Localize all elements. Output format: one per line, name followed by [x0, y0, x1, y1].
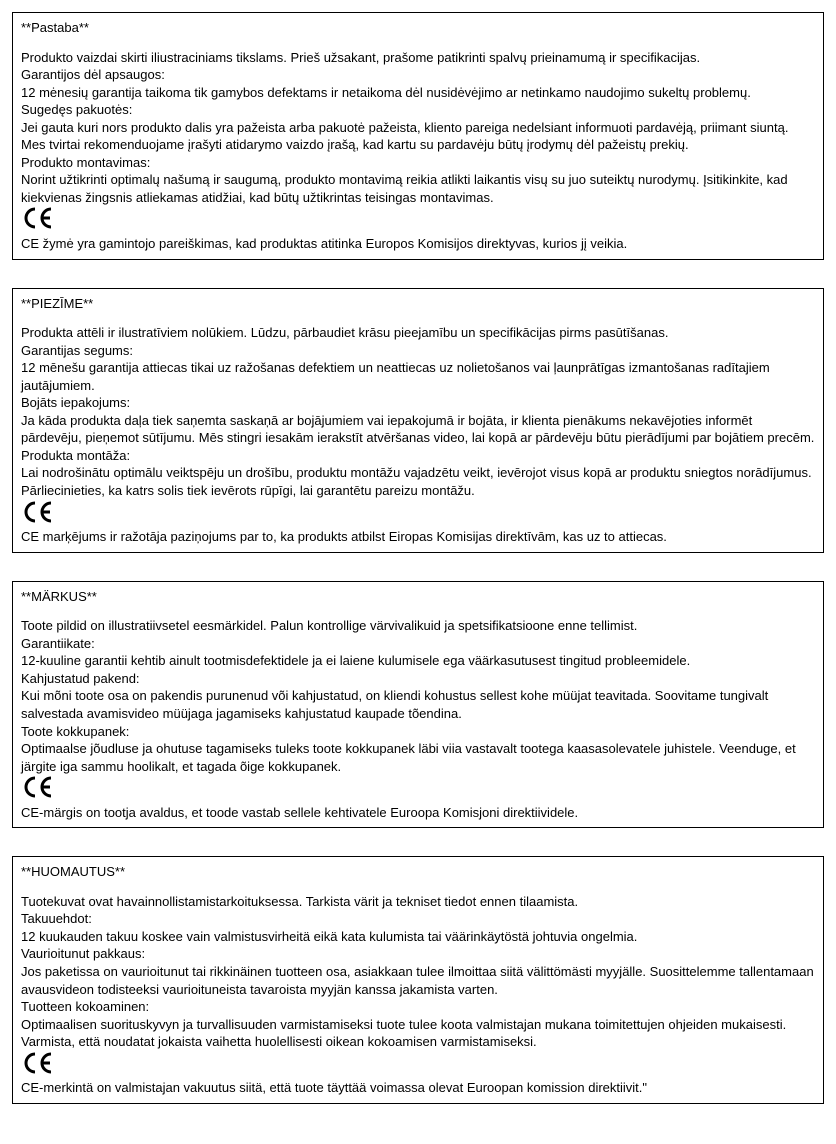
ce-block: [21, 206, 815, 235]
notice-paragraph: Norint užtikrinti optimalų našumą ir sau…: [21, 171, 815, 206]
notice-paragraph: Toote pildid on illustratiivsetel eesmär…: [21, 617, 815, 635]
notice-title: **Pastaba**: [21, 19, 815, 37]
ce-description: CE žymė yra gamintojo pareiškimas, kad p…: [21, 235, 815, 253]
notice-paragraph: Jos paketissa on vaurioitunut tai rikkin…: [21, 963, 815, 998]
ce-description: CE marķējums ir ražotāja paziņojums par …: [21, 528, 815, 546]
notice-paragraph: Jei gauta kuri nors produkto dalis yra p…: [21, 119, 815, 154]
ce-mark-icon: [21, 500, 55, 524]
notice-paragraph: Optimaalisen suorituskyvyn ja turvallisu…: [21, 1016, 815, 1051]
notice-box: **MÄRKUS** Toote pildid on illustratiivse…: [12, 581, 824, 829]
notice-paragraph: Takuuehdot:: [21, 910, 815, 928]
notice-box: **HUOMAUTUS** Tuotekuvat ovat havainnolli…: [12, 856, 824, 1104]
ce-description: CE-merkintä on valmistajan vakuutus siit…: [21, 1079, 815, 1097]
notice-paragraph: Produkta montāža:: [21, 447, 815, 465]
ce-description: CE-märgis on tootja avaldus, et toode va…: [21, 804, 815, 822]
notice-paragraph: Produkto montavimas:: [21, 154, 815, 172]
notice-paragraph: Tuotteen kokoaminen:: [21, 998, 815, 1016]
notice-paragraph: Optimaalse jõudluse ja ohutuse tagamisek…: [21, 740, 815, 775]
notice-paragraph: 12 kuukauden takuu koskee vain valmistus…: [21, 928, 815, 946]
notice-box: **Pastaba** Produkto vaizdai skirti ilius…: [12, 12, 824, 260]
ce-block: [21, 775, 815, 804]
notice-paragraph: Tuotekuvat ovat havainnollistamistarkoit…: [21, 893, 815, 911]
notice-paragraph: Lai nodrošinātu optimālu veiktspēju un d…: [21, 464, 815, 499]
notice-paragraph: Bojāts iepakojums:: [21, 394, 815, 412]
notice-paragraph: Produkto vaizdai skirti iliustraciniams …: [21, 49, 815, 67]
notice-paragraph: Toote kokkupanek:: [21, 723, 815, 741]
ce-block: [21, 500, 815, 529]
notice-paragraph: Ja kāda produkta daļa tiek saņemta saska…: [21, 412, 815, 447]
notice-box: **PIEZĪME** Produkta attēli ir ilustratīv…: [12, 288, 824, 553]
notice-paragraph: Produkta attēli ir ilustratīviem nolūkie…: [21, 324, 815, 342]
ce-mark-icon: [21, 206, 55, 230]
notice-title: **HUOMAUTUS**: [21, 863, 815, 881]
notice-paragraph: Garantijas segums:: [21, 342, 815, 360]
notice-paragraph: Garantijos dėl apsaugos:: [21, 66, 815, 84]
notice-paragraph: 12 mėnesių garantija taikoma tik gamybos…: [21, 84, 815, 102]
notice-paragraph: Kahjustatud pakend:: [21, 670, 815, 688]
notice-paragraph: Vaurioitunut pakkaus:: [21, 945, 815, 963]
ce-mark-icon: [21, 1051, 55, 1075]
notice-paragraph: 12-kuuline garantii kehtib ainult tootmi…: [21, 652, 815, 670]
ce-block: [21, 1051, 815, 1080]
notice-paragraph: 12 mēnešu garantija attiecas tikai uz ra…: [21, 359, 815, 394]
notice-paragraph: Garantiikate:: [21, 635, 815, 653]
ce-mark-icon: [21, 775, 55, 799]
notice-title: **MÄRKUS**: [21, 588, 815, 606]
notice-paragraph: Kui mõni toote osa on pakendis purunenud…: [21, 687, 815, 722]
notice-title: **PIEZĪME**: [21, 295, 815, 313]
notice-paragraph: Sugedęs pakuotės:: [21, 101, 815, 119]
